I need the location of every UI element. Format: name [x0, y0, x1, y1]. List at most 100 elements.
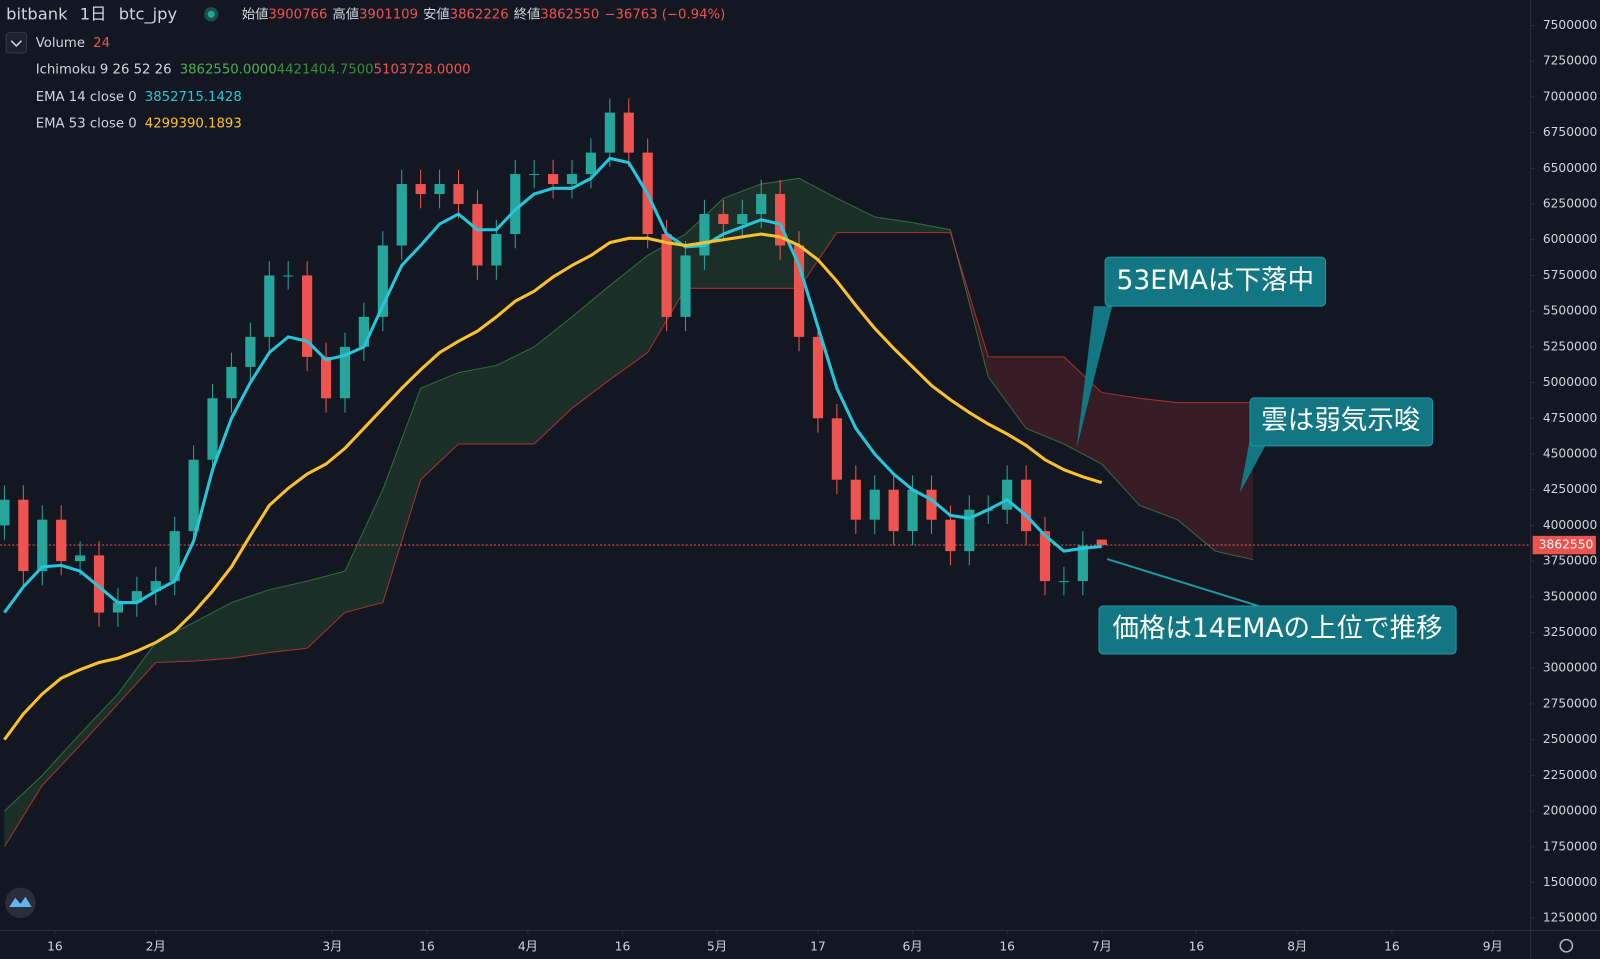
- candle-body: [207, 398, 218, 460]
- x-tick-label: 16: [615, 939, 631, 953]
- cloud-fill: [155, 622, 194, 663]
- candle-body: [566, 174, 578, 185]
- candle-body: [150, 581, 161, 592]
- volume-legend: Volume 24: [36, 36, 110, 51]
- candle-body: [74, 555, 86, 562]
- x-tick-label: 6月: [903, 939, 923, 953]
- candle-body: [491, 234, 502, 266]
- collapse-button[interactable]: [5, 32, 28, 54]
- y-tick-label: 6750000: [1543, 125, 1598, 139]
- annotations: 53EMAは下落中 雲は弱気示唆 価格は14EMAの上位で推移: [1076, 256, 1457, 655]
- y-tick-label: 3500000: [1543, 589, 1598, 603]
- change-pct: (−0.94%): [662, 7, 726, 22]
- cloud-fill: [1215, 402, 1254, 560]
- candle-body: [169, 531, 180, 582]
- logo-button[interactable]: [5, 887, 36, 919]
- symbol: bitbank: [6, 4, 68, 23]
- low-label: 安値: [423, 6, 450, 22]
- callout-box: [1104, 256, 1327, 307]
- price-axis: 1250000 1500000 1750000 2000000 2250000 25000…: [47, 18, 1597, 953]
- ema-line: [3, 156, 1102, 614]
- candle-body: [793, 245, 805, 337]
- settings-button[interactable]: [1559, 938, 1574, 953]
- cloud-fill: [799, 178, 837, 289]
- y-tick-label: 7250000: [1543, 54, 1598, 68]
- candle-body: [756, 194, 767, 215]
- ohlc-line: 始値3900766 高値3901109 安値3862226 終値3862550 −367…: [242, 5, 725, 22]
- y-tick-label: 3750000: [1543, 554, 1598, 568]
- candle-body: [699, 214, 710, 256]
- chevron-icon: [10, 40, 22, 47]
- y-tick-label: 4000000: [1543, 518, 1598, 532]
- cloud-fill: [836, 198, 875, 233]
- candle-body: [775, 194, 786, 246]
- x-tick-label: 3月: [322, 939, 342, 953]
- cloud-fill: [307, 571, 345, 649]
- cloud-fill: [344, 489, 383, 613]
- y-tick-label: 7000000: [1543, 89, 1598, 103]
- x-tick-label: 16: [999, 939, 1015, 953]
- y-tick-label: 2500000: [1543, 732, 1598, 746]
- high-label: 高値: [332, 5, 359, 22]
- status-dot: [207, 10, 215, 18]
- y-tick-label: 1500000: [1543, 875, 1598, 889]
- span-a-line: [4, 177, 1254, 812]
- cloud-fill: [382, 388, 421, 603]
- ema-line: [3, 232, 1103, 741]
- x-tick-label: 8月: [1287, 939, 1307, 953]
- y-tick-label: 1750000: [1543, 839, 1598, 853]
- candle-body: [869, 489, 880, 520]
- x-tick-label: 17: [810, 939, 826, 953]
- candle-body: [320, 356, 332, 399]
- cloud-fill: [496, 346, 535, 444]
- candle-body: [926, 489, 937, 520]
- indicator-value: 3852715.1428: [145, 90, 242, 105]
- x-tick-label: 7月: [1092, 939, 1112, 953]
- cloud-fill: [193, 602, 232, 662]
- callout-box: [1098, 605, 1457, 655]
- candle-body: [1058, 581, 1070, 583]
- y-tick-label: 5500000: [1543, 304, 1598, 318]
- cloud-fill: [874, 216, 913, 233]
- legend: bitbank 1日 btc_jpy 始値3900766 高値3901109 安値386…: [5, 4, 725, 131]
- interval: 1日: [80, 4, 107, 23]
- candle-body: [1077, 545, 1088, 582]
- indicator-value: 24: [93, 36, 110, 51]
- close-value: 3862550: [540, 7, 599, 22]
- candle-body: [283, 275, 294, 277]
- callout-pointer: [1106, 558, 1266, 610]
- candle-body: [112, 602, 124, 613]
- candle-body: [1020, 479, 1032, 532]
- y-tick-label: 1250000: [1543, 911, 1598, 925]
- candle-body: [945, 519, 956, 552]
- cloud-fill: [458, 365, 497, 444]
- x-tick-label: 16: [419, 939, 435, 953]
- candle-body: [56, 519, 67, 562]
- y-tick-label: 6500000: [1543, 161, 1598, 175]
- x-tick-label: 16: [1384, 939, 1400, 953]
- candle-body: [453, 184, 464, 205]
- symbol-line: bitbank 1日 btc_jpy: [6, 4, 177, 24]
- callout-box: [1249, 397, 1434, 447]
- y-tick-label: 6250000: [1543, 197, 1598, 211]
- candle-body: [812, 336, 824, 419]
- indicator-name: EMA 14 close 0: [36, 90, 137, 105]
- callout-text: 53EMAは下落中: [1117, 265, 1315, 296]
- candle-body: [964, 509, 975, 552]
- cloud-fill: [80, 693, 118, 746]
- x-tick-label: 9月: [1483, 939, 1503, 953]
- indicator-value: 5103728.0000: [374, 62, 471, 77]
- cloud-fill: [269, 581, 308, 653]
- y-tick-label: 5750000: [1543, 268, 1598, 282]
- span-b-line: [3, 232, 1254, 848]
- cloud-fill: [534, 316, 573, 444]
- candle-body: [1096, 539, 1107, 546]
- candle-body: [245, 336, 256, 367]
- indicator-name: Volume: [36, 36, 85, 51]
- last-price-label: 3862550: [1539, 538, 1594, 552]
- cloud-fill: [572, 285, 610, 409]
- y-tick-label: 5250000: [1543, 339, 1598, 353]
- candle-body: [358, 316, 369, 347]
- x-tick-label: 16: [1189, 939, 1205, 953]
